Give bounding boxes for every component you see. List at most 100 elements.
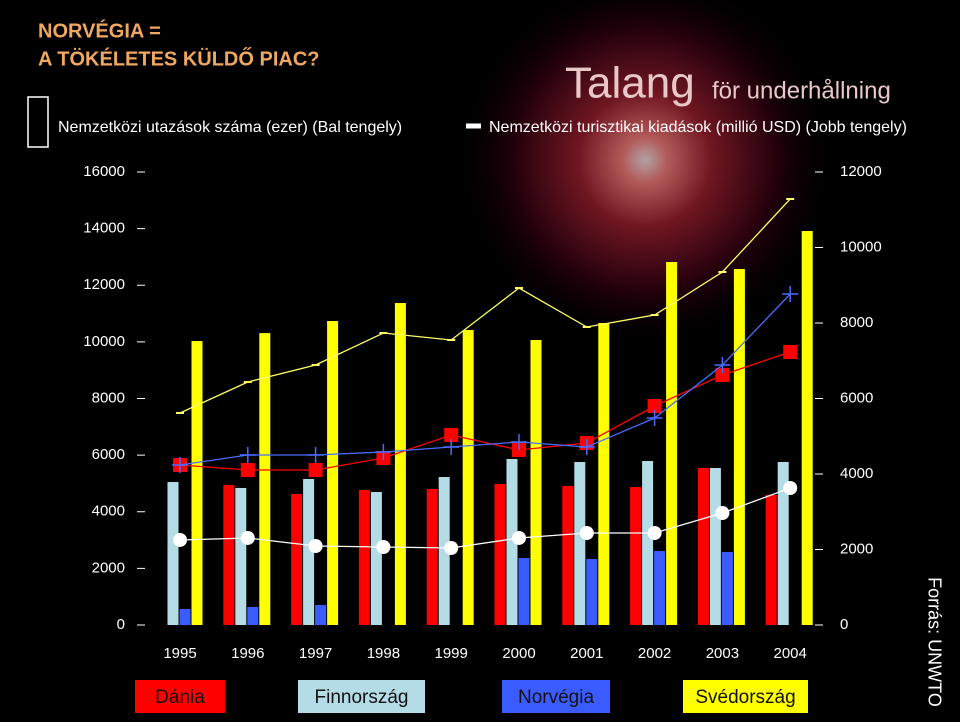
source: Forrás: UNWTO bbox=[924, 577, 944, 707]
bar bbox=[426, 488, 438, 625]
x-tick-label: 1997 bbox=[299, 645, 332, 662]
bar bbox=[438, 477, 450, 625]
y2-tick-label: 12000 bbox=[840, 163, 882, 180]
y2-tick-label: 4000 bbox=[840, 465, 873, 482]
y-tick-label: 8000 bbox=[92, 389, 125, 406]
legend-swatch bbox=[298, 680, 425, 713]
bar bbox=[462, 329, 474, 625]
bar bbox=[697, 468, 709, 625]
x-tick-label: 2000 bbox=[502, 645, 535, 662]
x-tick-label: 1999 bbox=[435, 645, 468, 662]
marker bbox=[783, 481, 798, 496]
marker bbox=[240, 462, 255, 477]
bar bbox=[709, 468, 721, 625]
bar bbox=[235, 487, 247, 625]
legend-label: Dánia bbox=[155, 687, 205, 708]
bar bbox=[733, 268, 745, 625]
bar bbox=[223, 484, 235, 625]
legend-text: Nemzetközi utazások száma (ezer) (Bal te… bbox=[58, 119, 402, 136]
marker bbox=[512, 530, 526, 545]
bar bbox=[574, 462, 586, 625]
line-series bbox=[179, 293, 791, 466]
y-tick-label: 12000 bbox=[83, 276, 125, 293]
bar bbox=[247, 606, 259, 625]
marker bbox=[240, 530, 255, 545]
bar bbox=[394, 303, 406, 625]
marker bbox=[646, 410, 663, 427]
bar bbox=[518, 558, 530, 625]
glow bbox=[455, 0, 835, 350]
marker bbox=[308, 538, 323, 553]
bar bbox=[642, 461, 654, 625]
marker bbox=[308, 462, 323, 477]
marker bbox=[376, 540, 391, 555]
marker bbox=[172, 457, 188, 474]
y-tick-label: 2000 bbox=[92, 559, 125, 576]
marker bbox=[715, 367, 730, 382]
title-line: NORVÉGIA = bbox=[38, 19, 161, 42]
marker bbox=[307, 447, 324, 464]
legend-icon-box bbox=[27, 96, 49, 148]
bar bbox=[765, 494, 777, 625]
y-tick-label: 6000 bbox=[92, 446, 125, 463]
bar bbox=[586, 559, 598, 625]
bar bbox=[370, 491, 382, 625]
marker bbox=[579, 526, 594, 541]
legend-label: Svédország bbox=[695, 687, 795, 708]
bar bbox=[630, 487, 642, 625]
y-tick-label: 14000 bbox=[83, 220, 125, 237]
legend-swatch bbox=[683, 680, 808, 713]
marker bbox=[375, 443, 392, 460]
line-series bbox=[179, 487, 791, 549]
logo-sub: för underhållning bbox=[712, 77, 891, 104]
bar bbox=[303, 478, 315, 625]
marker bbox=[444, 540, 459, 555]
legend-text: Nemzetközi turisztikai kiadások (millió … bbox=[489, 119, 907, 136]
legend-swatch bbox=[502, 680, 610, 713]
marker bbox=[782, 286, 799, 303]
marker bbox=[173, 532, 187, 547]
line-series bbox=[179, 198, 791, 414]
marker bbox=[715, 505, 730, 520]
legend-label: Finnország bbox=[315, 687, 409, 708]
bar bbox=[530, 340, 542, 625]
bar bbox=[167, 482, 179, 625]
bar bbox=[327, 321, 339, 625]
y2-tick-label: 0 bbox=[840, 616, 848, 633]
marker bbox=[714, 357, 731, 374]
x-tick-label: 2003 bbox=[706, 645, 739, 662]
y2-tick-label: 10000 bbox=[840, 238, 882, 255]
bar bbox=[291, 493, 303, 625]
x-tick-label: 1995 bbox=[163, 645, 196, 662]
bar bbox=[777, 462, 789, 625]
y2-tick-label: 8000 bbox=[840, 314, 873, 331]
bar bbox=[654, 550, 666, 625]
x-tick-label: 1996 bbox=[231, 645, 264, 662]
bar bbox=[721, 552, 733, 625]
title-line: A TÖKÉLETES KÜLDŐ PIAC? bbox=[38, 47, 319, 70]
marker bbox=[512, 442, 526, 457]
bar bbox=[506, 459, 518, 625]
logo-main: Talang bbox=[565, 59, 695, 108]
marker bbox=[578, 439, 595, 456]
bar bbox=[801, 231, 813, 626]
bar bbox=[259, 333, 271, 625]
legend-label: Norvégia bbox=[518, 687, 594, 708]
x-tick-label: 1998 bbox=[367, 645, 400, 662]
bar bbox=[191, 341, 203, 625]
bar bbox=[494, 484, 506, 625]
marker bbox=[443, 439, 460, 456]
legend-swatch bbox=[135, 680, 225, 713]
bar bbox=[562, 485, 574, 625]
marker bbox=[647, 399, 662, 414]
bar bbox=[666, 262, 678, 625]
line-series bbox=[179, 351, 791, 471]
marker bbox=[511, 433, 527, 450]
y-tick-label: 4000 bbox=[92, 503, 125, 520]
marker bbox=[783, 344, 798, 359]
marker bbox=[239, 447, 256, 464]
y-tick-label: 16000 bbox=[83, 163, 125, 180]
y-tick-label: 0 bbox=[117, 616, 125, 633]
y2-tick-label: 2000 bbox=[840, 540, 873, 557]
marker bbox=[647, 526, 662, 541]
